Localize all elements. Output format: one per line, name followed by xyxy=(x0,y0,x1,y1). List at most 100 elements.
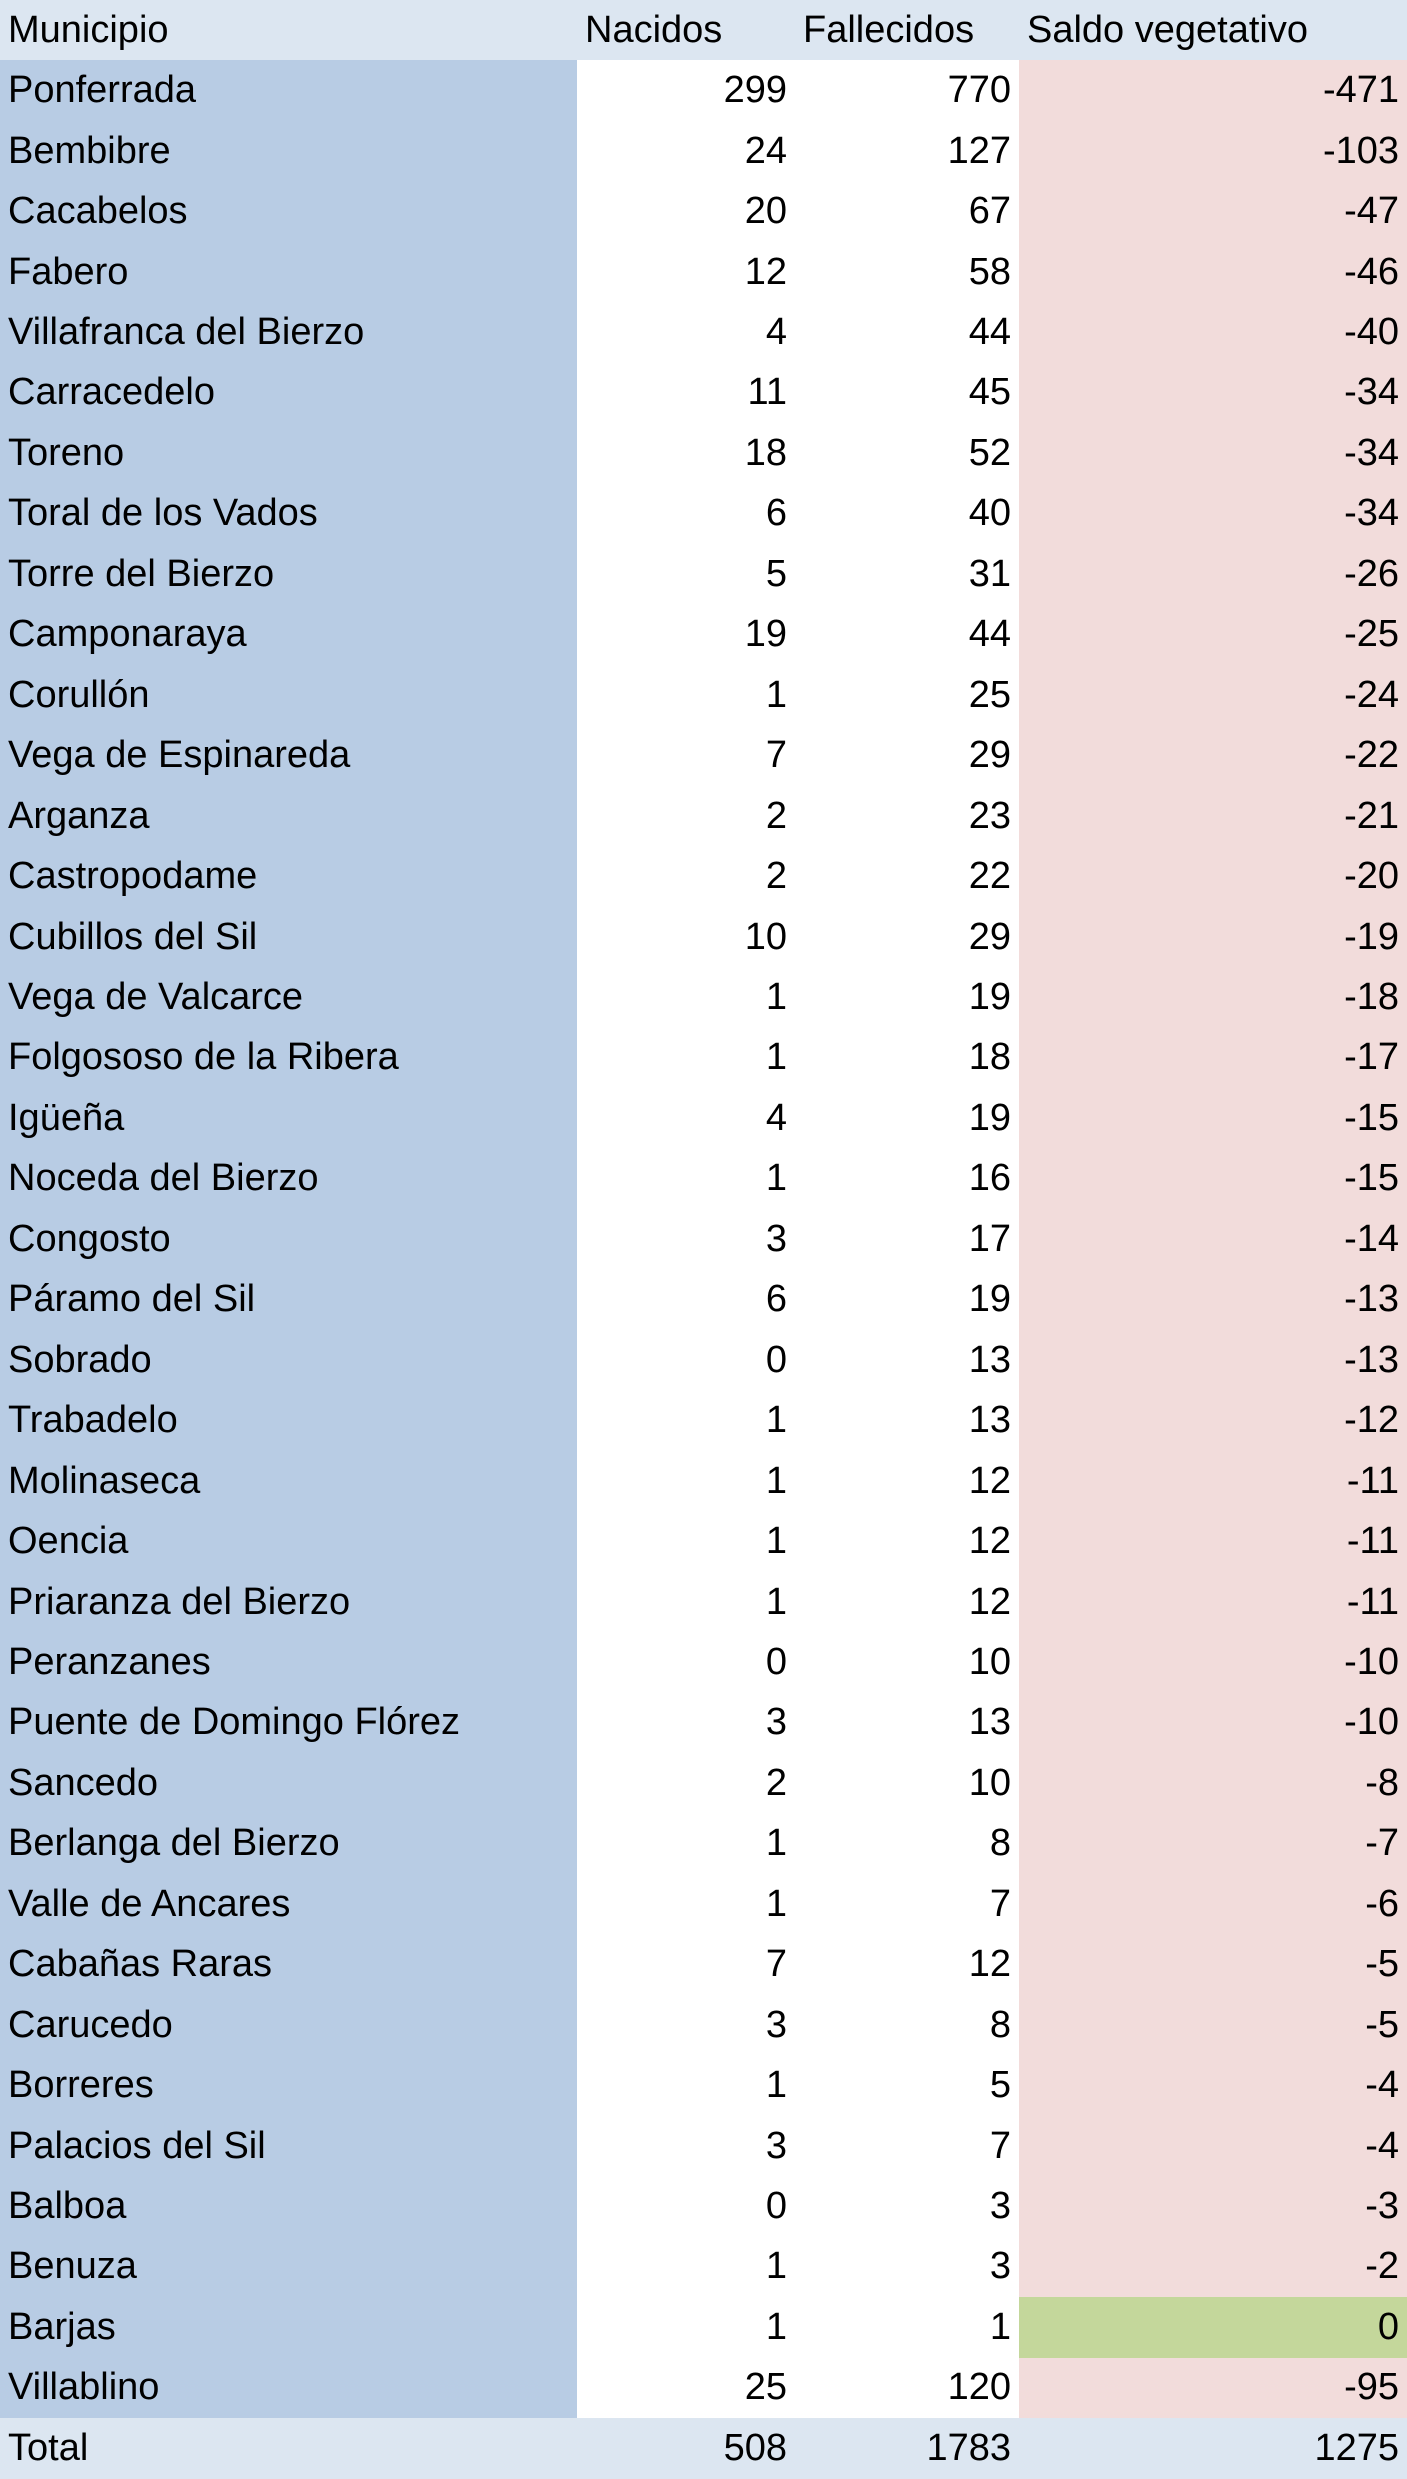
cell: Valle de Ancares xyxy=(0,1874,577,1935)
cell: -13 xyxy=(1019,1269,1407,1330)
cell: Fallecidos xyxy=(795,0,1019,61)
cell: 20 xyxy=(577,181,795,242)
cell: Sancedo xyxy=(0,1753,577,1814)
cell: 40 xyxy=(795,483,1019,545)
cell: -14 xyxy=(1019,1209,1407,1270)
cell: 1 xyxy=(577,2297,795,2358)
cell: -12 xyxy=(1019,1390,1407,1451)
cell: 3 xyxy=(577,1209,795,1270)
cell: 45 xyxy=(795,362,1019,424)
cell: Puente de Domingo Flórez xyxy=(0,1692,577,1754)
cell: Borreres xyxy=(0,2055,577,2116)
cell: -11 xyxy=(1019,1511,1407,1572)
cell: 16 xyxy=(795,1148,1019,1210)
cell: 0 xyxy=(577,1632,795,1693)
data-row: Peranzanes 0 10 -10 xyxy=(0,1632,1407,1693)
cell: 1 xyxy=(577,1874,795,1935)
cell: -34 xyxy=(1019,362,1407,424)
cell: 29 xyxy=(795,906,1019,968)
cell: 2 xyxy=(577,846,795,907)
cell: Balboa xyxy=(0,2176,577,2237)
data-row: Carucedo 3 8 -5 xyxy=(0,1994,1407,2056)
data-row: Berlanga del Bierzo 1 8 -7 xyxy=(0,1813,1407,1875)
data-row: Noceda del Bierzo 1 16 -15 xyxy=(0,1148,1407,1210)
cell: 4 xyxy=(577,1088,795,1149)
cell: -19 xyxy=(1019,906,1407,968)
cell: -3 xyxy=(1019,2176,1407,2237)
cell: 19 xyxy=(795,1088,1019,1149)
data-row: Cabañas Raras 7 12 -5 xyxy=(0,1934,1407,1995)
cell: Villablino xyxy=(0,2357,577,2419)
cell: 8 xyxy=(795,1813,1019,1875)
data-row: Ponferrada 299 770 -471 xyxy=(0,60,1407,121)
cell: -22 xyxy=(1019,725,1407,786)
cell: Fabero xyxy=(0,241,577,303)
cell: Vega de Espinareda xyxy=(0,725,577,786)
data-row: Fabero 12 58 -46 xyxy=(0,241,1407,303)
data-row: Villablino 25 120 -95 xyxy=(0,2357,1407,2419)
cell: Arganza xyxy=(0,785,577,847)
cell: Total xyxy=(0,2418,577,2479)
cell: Noceda del Bierzo xyxy=(0,1148,577,1210)
cell: 3 xyxy=(795,2176,1019,2237)
cell: 7 xyxy=(577,725,795,786)
cell: Peranzanes xyxy=(0,1632,577,1693)
data-row: Barjas 1 1 0 xyxy=(0,2297,1407,2358)
data-row: Puente de Domingo Flórez 3 13 -10 xyxy=(0,1692,1407,1754)
data-row: Páramo del Sil 6 19 -13 xyxy=(0,1269,1407,1330)
cell: Toreno xyxy=(0,423,577,484)
cell: 2 xyxy=(577,1753,795,1814)
cell: 1 xyxy=(577,1390,795,1451)
cell: 6 xyxy=(577,483,795,545)
cell: 1 xyxy=(795,2297,1019,2358)
cell: Carracedelo xyxy=(0,362,577,424)
cell: 5 xyxy=(795,2055,1019,2116)
cell: -2 xyxy=(1019,2236,1407,2298)
header-row: Municipio Nacidos Fallecidos Saldo vegetati… xyxy=(0,0,1407,61)
data-row: Valle de Ancares 1 7 -6 xyxy=(0,1874,1407,1935)
cell: -15 xyxy=(1019,1148,1407,1210)
data-row: Carracedelo 11 45 -34 xyxy=(0,362,1407,424)
cell: 0 xyxy=(1019,2297,1407,2358)
cell: Trabadelo xyxy=(0,1390,577,1451)
cell: 12 xyxy=(795,1934,1019,1995)
cell: Berlanga del Bierzo xyxy=(0,1813,577,1875)
cell: 25 xyxy=(795,664,1019,726)
cell: 12 xyxy=(795,1511,1019,1572)
data-row: Cubillos del Sil 10 29 -19 xyxy=(0,906,1407,968)
cell: -15 xyxy=(1019,1088,1407,1149)
cell: -18 xyxy=(1019,967,1407,1028)
cell: 5 xyxy=(577,544,795,605)
cell: -10 xyxy=(1019,1632,1407,1693)
cell: 1 xyxy=(577,664,795,726)
cell: 13 xyxy=(795,1329,1019,1391)
cell: 67 xyxy=(795,181,1019,242)
data-row: Castropodame 2 22 -20 xyxy=(0,846,1407,907)
cell: 10 xyxy=(795,1753,1019,1814)
data-row: Benuza 1 3 -2 xyxy=(0,2236,1407,2298)
cell: -7 xyxy=(1019,1813,1407,1875)
cell: -46 xyxy=(1019,241,1407,303)
cell: 1 xyxy=(577,967,795,1028)
cell: Saldo vegetativo xyxy=(1019,0,1407,61)
cell: 7 xyxy=(795,2115,1019,2177)
cell: -11 xyxy=(1019,1450,1407,1512)
cell: Sobrado xyxy=(0,1329,577,1391)
cell: 3 xyxy=(577,1692,795,1754)
cell: -25 xyxy=(1019,604,1407,665)
cell: Camponaraya xyxy=(0,604,577,665)
cell: 17 xyxy=(795,1209,1019,1270)
cell: Barjas xyxy=(0,2297,577,2358)
cell: 10 xyxy=(577,906,795,968)
data-row: Borreres 1 5 -4 xyxy=(0,2055,1407,2116)
cell: 52 xyxy=(795,423,1019,484)
cell: 18 xyxy=(577,423,795,484)
cell: -5 xyxy=(1019,1994,1407,2056)
cell: 1 xyxy=(577,1571,795,1633)
cell: 1 xyxy=(577,1813,795,1875)
cell: 8 xyxy=(795,1994,1019,2056)
cell: Vega de Valcarce xyxy=(0,967,577,1028)
cell: Castropodame xyxy=(0,846,577,907)
data-row: Arganza 2 23 -21 xyxy=(0,785,1407,847)
